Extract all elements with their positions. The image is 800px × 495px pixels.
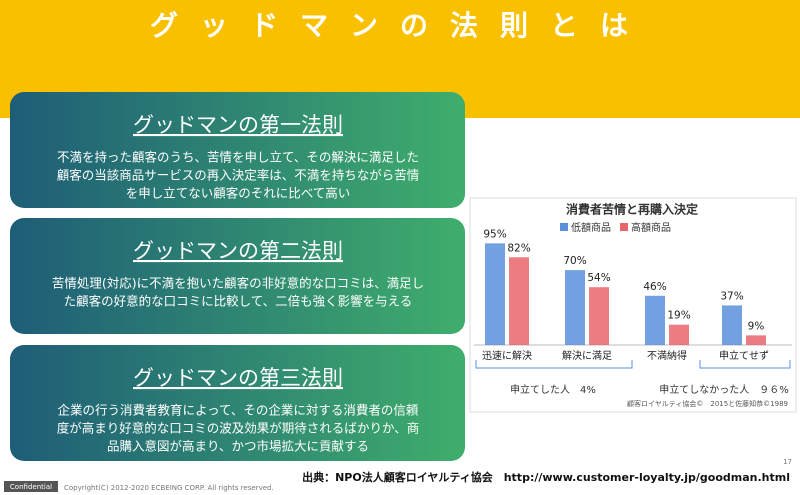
bar (485, 243, 505, 345)
law-body: を申し立てない顧客のそれに比べて高い (126, 186, 351, 201)
category-label: 不満納得 (647, 349, 687, 362)
law-panel (10, 92, 465, 208)
law-body: 企業の行う消費者教育によって、その企業に対する消費者の信頼 (58, 403, 419, 418)
bar (746, 335, 766, 345)
legend-swatch (560, 223, 568, 231)
value-label: 19% (667, 310, 690, 322)
category-label: 解決に満足 (562, 349, 612, 362)
law-body: 品購入意図が高まり、かつ市場拡大に貢献する (107, 439, 369, 454)
group-bracket (475, 360, 633, 369)
law-title: グッドマンの第二法則 (133, 239, 343, 263)
group-bracket (699, 360, 791, 369)
legend-swatch (620, 223, 628, 231)
value-label: 95% (483, 228, 506, 240)
law-title: グッドマンの第一法則 (133, 113, 343, 137)
citation: 出典：NPO法人顧客ロイヤルティ協会 http://www.customer-l… (302, 470, 790, 484)
value-label: 37% (720, 290, 743, 302)
law-body: 苦情処理(対応)に不満を抱いた顧客の非好意的な口コミは、満足し (52, 276, 424, 291)
category-label: 申立てせず (719, 349, 769, 362)
law-title: グッドマンの第三法則 (133, 366, 343, 390)
chart-title: 消費者苦情と再購入決定 (566, 202, 698, 217)
bar (669, 324, 689, 345)
group-label: 申立てしなかった人 ９６% (659, 383, 789, 396)
bar (589, 287, 609, 345)
bar (722, 305, 742, 345)
slide-title: グッドマンの法則とは (150, 9, 650, 42)
law-body: た顧客の好意的な口コミに比較して、二倍も強く影響を与える (64, 294, 413, 309)
bar (565, 270, 585, 345)
law-body: 不満を持った顧客のうち、苦情を申し立て、その解決に満足した (57, 150, 419, 165)
group-label: 申立てした人 4% (510, 383, 596, 396)
bar (645, 295, 665, 345)
value-label: 46% (643, 281, 666, 293)
law-body: 顧客の当該商品サービスの再入決定率は、不満を持ちながら苦情 (57, 168, 420, 183)
law-body: 度が高まり好意的な口コミの波及効果が期待されるばかりか、商 (57, 421, 420, 436)
value-label: 82% (507, 242, 530, 254)
category-label: 迅速に解決 (482, 349, 532, 362)
value-label: 54% (587, 272, 610, 284)
legend-label: 低額商品 (571, 221, 611, 234)
legend-label: 高額商品 (631, 221, 671, 234)
confidential: Confidential (10, 483, 52, 491)
page-number: 17 (783, 458, 792, 466)
law-panel (10, 218, 465, 334)
chart-source: 顧客ロイヤルティ協会© 2015と佐藤知恭©1989 (627, 399, 788, 408)
law-panel (10, 345, 465, 461)
confidential-badge (4, 481, 58, 492)
copyright: Copyright(C) 2012-2020 ECBEING CORP. All… (64, 484, 274, 492)
value-label: 70% (563, 255, 586, 267)
bar (509, 257, 529, 345)
value-label: 9% (748, 320, 765, 332)
